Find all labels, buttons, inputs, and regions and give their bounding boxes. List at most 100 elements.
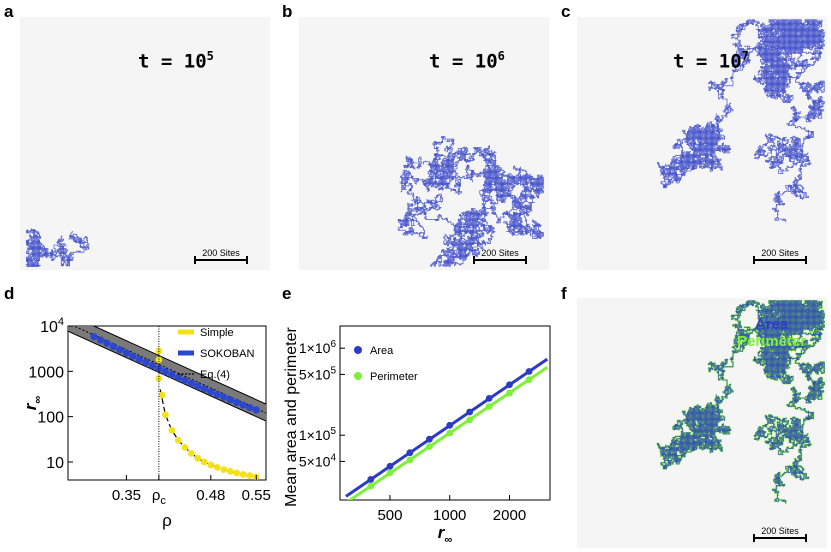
sokoban-point — [96, 336, 105, 344]
walk-trace — [657, 19, 825, 223]
walk-panel-f: Area Perimeter 200 Sites — [577, 298, 827, 548]
area-point — [367, 476, 375, 483]
scale-bar-a: 200 Sites — [194, 248, 248, 264]
sokoban-point — [109, 342, 118, 351]
x-axis-label-d: ρ — [162, 511, 172, 530]
sokoban-point — [142, 358, 150, 367]
legend-label-e: Perimeter — [370, 371, 418, 383]
area-perimeter-walk — [656, 300, 825, 504]
legend-label-d: SOKOBAN — [200, 348, 254, 360]
x-tick-label-d: 0.55 — [242, 487, 271, 504]
simple-point — [213, 463, 221, 471]
sokoban-point — [252, 406, 260, 414]
sokoban-point — [207, 388, 215, 396]
simple-point — [207, 461, 215, 469]
panel-label-b: b — [282, 2, 293, 21]
simple-point — [233, 469, 241, 477]
simple-point — [226, 467, 234, 475]
x-tick-label-e: 1000 — [433, 507, 466, 524]
y-tick-label-d: 1000 — [28, 364, 64, 381]
perimeter-point — [446, 429, 454, 437]
legend-label-d: Simple — [200, 327, 234, 339]
area-point — [525, 368, 533, 375]
x-axis-label-e: r∞ — [438, 523, 453, 546]
simple-point — [168, 426, 176, 434]
perimeter-fit-line — [347, 366, 549, 500]
chart-d: 10 100 1000 104 0.35 ρc 0.48 0.55 ρ r∞ Simple SOKOB… — [21, 316, 271, 530]
random-walk-c — [657, 19, 825, 223]
sokoban-point — [103, 339, 111, 347]
simple-point — [161, 411, 169, 419]
area-point — [406, 449, 414, 457]
simple-point — [158, 391, 166, 399]
walk-panel-a: t = 105 200 Sites — [20, 17, 270, 270]
chart-e: 5×104 1×105 5×105 1×106 500 1000 2000 r∞ Mean ar… — [283, 325, 551, 546]
legend-perimeter: Perimeter — [737, 333, 807, 350]
sokoban-point — [213, 390, 221, 399]
simple-point — [220, 466, 228, 473]
area-point — [506, 381, 513, 389]
area-point — [386, 462, 394, 470]
simple-point — [239, 471, 247, 478]
sokoban-point — [90, 333, 98, 341]
perimeter-point — [525, 376, 533, 384]
legend-label-e: Area — [370, 345, 394, 357]
y-tick-label-e: 1×106 — [299, 339, 337, 356]
simple-point — [187, 449, 195, 457]
x-tick-label-d: 0.48 — [196, 487, 225, 504]
sokoban-point — [200, 385, 208, 393]
simple-point — [194, 454, 202, 462]
scale-bar-b: 200 Sites — [473, 248, 527, 264]
random-walk-a — [26, 228, 90, 267]
walk-panel-c: t = 107 200 Sites — [577, 17, 827, 270]
sokoban-point — [148, 361, 156, 370]
simple-point — [174, 436, 182, 444]
legend-marker-e — [354, 346, 362, 354]
random-walk-b — [397, 136, 544, 267]
panel-label-f: f — [561, 284, 567, 303]
scale-label-f: 200 Sites — [761, 526, 799, 536]
simple-point — [246, 472, 254, 480]
scale-label-b: 200 Sites — [481, 248, 519, 258]
y-tick-label-d: 104 — [40, 316, 64, 336]
scale-label-c: 200 Sites — [761, 248, 799, 258]
sokoban-point — [174, 373, 182, 382]
scale-label-a: 200 Sites — [202, 248, 240, 258]
x-tick-label-d: ρc — [152, 487, 167, 507]
sokoban-point — [181, 376, 189, 385]
sokoban-point — [187, 379, 195, 387]
perimeter-point — [367, 482, 375, 490]
sokoban-point — [220, 393, 228, 401]
eq4-band-upper — [92, 326, 266, 405]
y-axis-label-d: r∞ — [21, 396, 44, 411]
legend-marker-e — [354, 372, 362, 380]
scale-bar-c: 200 Sites — [753, 248, 807, 264]
y-tick-label-e: 5×104 — [299, 452, 337, 469]
area-point — [466, 408, 474, 416]
x-tick-label-e: 2000 — [493, 507, 526, 524]
y-axis-label-e: Mean area and perimeter — [283, 327, 300, 507]
sokoban-point — [129, 352, 137, 360]
area-point — [446, 421, 454, 429]
simple-point — [200, 458, 208, 466]
eq4-band-lower — [68, 330, 266, 422]
plot-area-e — [345, 357, 549, 500]
scale-bar-f: 200 Sites — [753, 526, 807, 542]
panel-label-a: a — [4, 2, 14, 21]
legend-area: Area — [754, 316, 789, 333]
time-label-a: t = 105 — [138, 49, 214, 73]
perimeter-point — [406, 456, 414, 464]
sokoban-point — [116, 346, 124, 354]
sokoban-point — [194, 382, 202, 390]
simple-point — [155, 374, 163, 382]
perimeter-point — [506, 389, 513, 397]
sokoban-point — [246, 404, 254, 412]
plot-area-d — [68, 326, 266, 480]
panel-label-d: d — [4, 284, 15, 303]
walk-trace — [657, 300, 825, 504]
y-tick-label-d: 10 — [46, 455, 64, 472]
y-tick-label-d: 100 — [37, 410, 64, 427]
y-tick-label-e: 1×105 — [299, 426, 337, 443]
area-point — [485, 394, 493, 402]
legend-label-d: Eq.(4) — [200, 369, 230, 381]
